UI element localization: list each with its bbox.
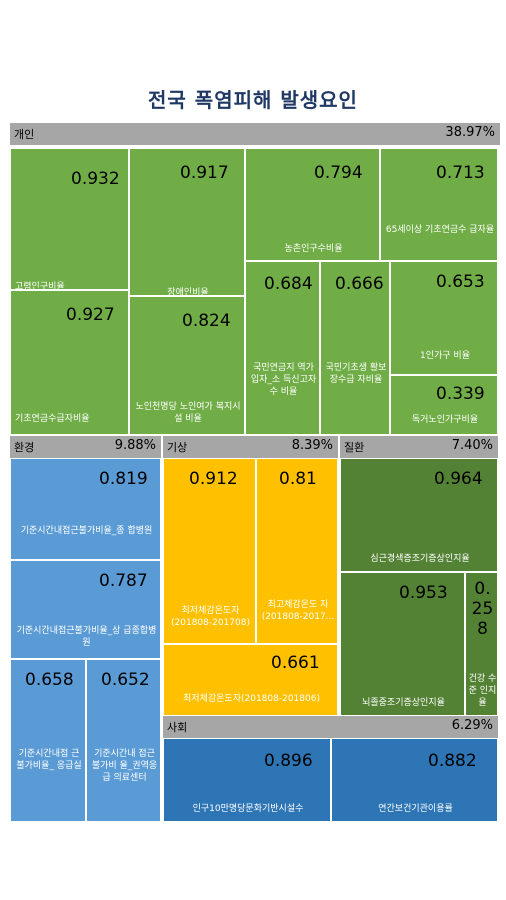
treemap-cell: 0.658 기준시간내접 근불가비율_ 응급실: [10, 659, 86, 822]
cell-value: 0.652: [101, 670, 150, 690]
group-share: 9.88%: [114, 438, 156, 453]
treemap-cell: 0.819 기준시간내접근불가비율_종 합병원: [10, 458, 161, 560]
cell-value: 0.713: [436, 163, 485, 183]
treemap-cell: 0.896 인구10만명당문화기반시설수: [163, 738, 331, 822]
cell-value: 0.​258: [471, 579, 494, 639]
cell-value: 0.917: [180, 163, 229, 183]
treemap-cell: 0.794 농촌인구수비율: [245, 148, 380, 261]
group-share: 7.40%: [451, 438, 493, 453]
cell-value: 0.964: [434, 469, 483, 489]
treemap-cell: 0.787 기준시간내접근불가비율_상 급종합병원: [10, 560, 161, 659]
cell-label: 1인가구 비율: [420, 351, 470, 361]
group-name: 질환: [344, 441, 365, 454]
treemap-cell: 0.824 노인천명당 노인여가 복지시설 비율: [129, 296, 245, 435]
cell-value: 0.81: [279, 469, 317, 489]
cell-label: 연간보건기관이용률: [378, 804, 453, 814]
group-header: 질환 7.40%: [340, 436, 498, 458]
treemap-cell: 0.684 국민연금지 역가입자_소 득신고자수 비율: [245, 261, 320, 435]
cell-value: 0.896: [264, 751, 313, 771]
group-header: 환경 9.88%: [10, 436, 161, 458]
cell-label: 최고체감온도 자 (201808-2017...: [261, 600, 335, 622]
group-share: 6.29%: [451, 718, 493, 733]
cell-value: 0.661: [271, 653, 320, 673]
cell-label: 심근경색증조기증상인지율: [370, 554, 470, 564]
cell-value: 0.658: [25, 670, 74, 690]
cell-value: 0.932: [71, 169, 120, 189]
treemap-cell: 0.932 고령인구비율: [10, 148, 129, 292]
cell-label: 기준시간내접 근불가비율_ 응급실: [16, 749, 82, 771]
cell-label: 기준시간내접근불가비율_종 합병원: [20, 526, 153, 536]
cell-value: 0.819: [99, 469, 148, 489]
group-share: 8.39%: [291, 438, 333, 453]
treemap-cell: 0.​258 건강 수준 인지 율: [465, 572, 498, 716]
cell-value: 0.927: [66, 305, 115, 325]
cell-label: 고령인구비율: [15, 282, 65, 292]
treemap-cell: 0.882 연간보건기관이용률: [331, 738, 498, 822]
group-share: 38.97%: [445, 125, 495, 140]
treemap-cell: 0.666 국민기초생 활보장수급 자비율: [320, 261, 390, 435]
treemap-cell: 0.652 기준시간내 접근불가비 율_권역응급 의료센터: [86, 659, 161, 822]
treemap-cell: 0.917 장애인비율: [129, 148, 245, 298]
cell-label: 기준시간내 접근불가비 율_권역응급 의료센터: [91, 749, 158, 783]
group-header: 개인 38.97%: [10, 123, 500, 145]
cell-label: 건강 수준 인지 율: [468, 674, 497, 708]
treemap-cell: 0.927 기초연금수급자비율: [10, 290, 129, 435]
group-name: 기상: [167, 441, 188, 454]
cell-value: 0.912: [189, 469, 238, 489]
cell-label: 국민연금지 역가입자_소 득신고자수 비율: [250, 363, 317, 397]
treemap-cell: 0.81 최고체감온도 자 (201808-2017...: [256, 458, 338, 644]
treemap-cell: 0.653 1인가구 비율: [390, 261, 498, 375]
cell-label: 인구10만명당문화기반시설수: [192, 804, 304, 814]
treemap-cell: 0.912 최저체감온도자 (201808-201708): [163, 458, 256, 644]
cell-label: 기초연금수급자비율: [15, 414, 90, 424]
treemap-cell: 0.661 최저체감온도자(201808-201806): [163, 644, 338, 716]
cell-label: 농촌인구수비율: [284, 244, 343, 254]
cell-value: 0.666: [335, 274, 384, 294]
group-header: 기상 8.39%: [163, 436, 338, 458]
group-name: 사회: [167, 721, 188, 734]
cell-label: 65세이상 기초연금수 급자율: [385, 225, 495, 235]
cell-value: 0.653: [436, 272, 485, 292]
group-name: 개인: [14, 128, 35, 141]
treemap-cell: 0.339 독거노인가구비율: [390, 375, 498, 435]
treemap-cell: 0.953 뇌졸중조기증상인지율: [340, 572, 465, 716]
cell-label: 최저체감온도자(201808-201806): [183, 694, 320, 704]
cell-value: 0.339: [436, 384, 485, 404]
cell-value: 0.953: [399, 583, 448, 603]
cell-value: 0.787: [99, 571, 148, 591]
group-header: 사회 6.29%: [163, 716, 498, 738]
cell-value: 0.684: [264, 274, 313, 294]
cell-value: 0.882: [428, 751, 477, 771]
cell-label: 최저체감온도자 (201808-201708): [171, 606, 250, 628]
cell-label: 국민기초생 활보장수급 자비율: [325, 363, 387, 385]
treemap-cell: 0.713 65세이상 기초연금수 급자율: [380, 148, 498, 261]
chart-title: 전국 폭염피해 발생요인: [148, 88, 358, 112]
cell-label: 독거노인가구비율: [411, 415, 479, 425]
cell-label: 노인천명당 노인여가 복지시설 비율: [135, 402, 241, 424]
cell-value: 0.824: [182, 311, 231, 331]
treemap-cell: 0.964 심근경색증조기증상인지율: [340, 458, 498, 572]
cell-label: 기준시간내접근불가비율_상 급종합병원: [16, 626, 157, 648]
cell-label: 장애인비율: [167, 288, 209, 298]
cell-value: 0.794: [314, 163, 363, 183]
cell-label: 뇌졸중조기증상인지율: [362, 698, 445, 708]
group-name: 환경: [14, 441, 35, 454]
